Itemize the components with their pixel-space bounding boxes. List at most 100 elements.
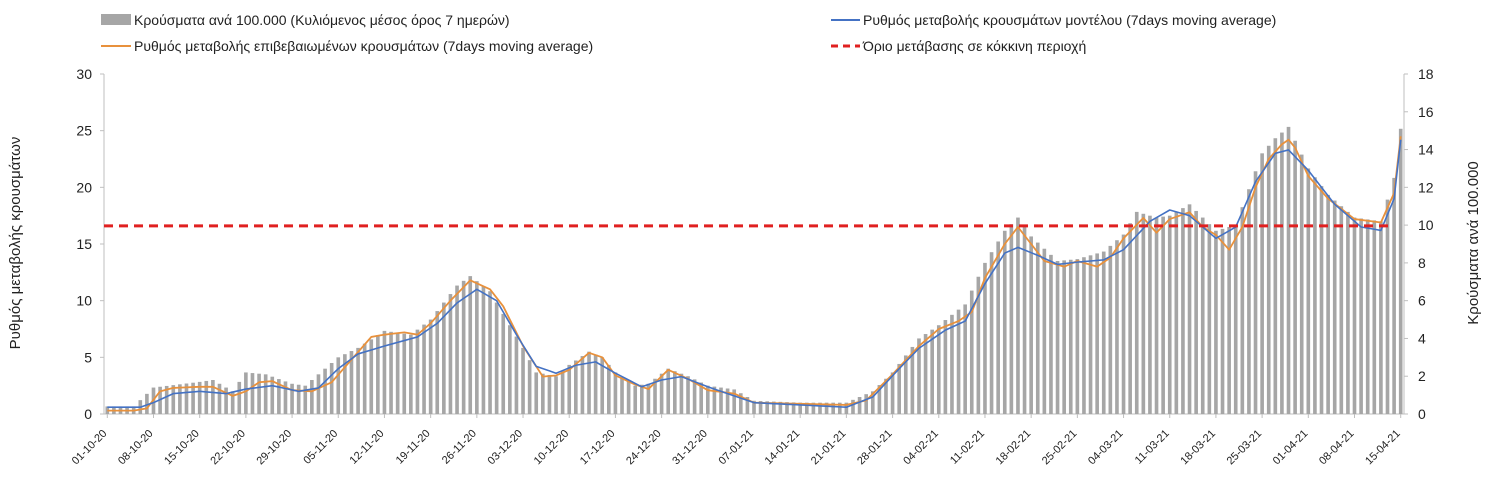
x-tick-label: 15-04-21 <box>1363 428 1403 468</box>
bar-cases <box>1154 217 1159 414</box>
bar-cases <box>316 374 321 414</box>
bar-cases <box>673 371 677 414</box>
bar-cases <box>910 346 915 414</box>
bar-cases <box>725 388 730 414</box>
bar-cases <box>468 276 473 414</box>
bar-cases <box>1029 236 1033 414</box>
bar-cases <box>818 402 822 414</box>
bar-cases <box>164 385 169 414</box>
line-confirmed-rate <box>107 136 1402 412</box>
bar-cases <box>422 324 426 414</box>
bar-cases <box>620 376 624 414</box>
legend-item-confirmed[interactable]: Ρυθμός μεταβολής επιβεβαιωμένων κρουσμάτ… <box>101 38 593 54</box>
legend-item-cases[interactable]: Κρούσματα ανά 100.000 (Κυλιόμενος μέσος … <box>101 12 510 28</box>
bar-cases <box>824 402 829 414</box>
bar-cases <box>1379 221 1383 414</box>
bar-cases <box>1148 215 1152 414</box>
y-tick-label-left: 5 <box>84 349 92 365</box>
bar-cases <box>461 280 466 414</box>
bar-cases <box>1062 260 1066 414</box>
bar-cases <box>257 373 261 414</box>
x-tick-label: 10-12-20 <box>532 428 572 468</box>
bar-cases <box>250 373 255 414</box>
x-tick-label: 04-03-21 <box>1086 428 1126 468</box>
bar-cases <box>521 347 525 414</box>
bar-cases <box>105 406 110 414</box>
bar-cases <box>580 356 585 414</box>
bar-cases <box>1187 204 1192 414</box>
bar-cases <box>851 399 855 414</box>
bar-cases <box>686 376 690 414</box>
bar-cases <box>527 360 532 414</box>
x-tick-label: 26-11-20 <box>440 428 479 467</box>
bar-cases <box>1128 223 1132 414</box>
x-tick-label: 08-04-21 <box>1317 428 1357 468</box>
bar-cases <box>1293 140 1297 415</box>
bar-cases <box>428 319 433 414</box>
x-tick-label: 28-01-21 <box>855 428 895 468</box>
y-tick-label-left: 20 <box>76 179 92 195</box>
legend-item-model[interactable]: Ρυθμός μεταβολής κρουσμάτων μοντέλου (7d… <box>831 12 1276 28</box>
bar-cases <box>145 393 149 414</box>
bar-cases <box>296 384 301 414</box>
bar-cases <box>877 385 882 414</box>
bar-cases <box>1332 200 1337 414</box>
x-tick-label: 04-02-21 <box>901 428 941 468</box>
bar-cases <box>600 357 605 414</box>
bar-cases <box>1352 217 1357 414</box>
bar-cases <box>1207 224 1212 414</box>
bar-cases <box>191 382 195 414</box>
bar-cases <box>230 391 235 414</box>
bar-cases <box>323 368 327 414</box>
bar-cases <box>1398 128 1403 414</box>
bar-cases <box>395 332 400 414</box>
bar-cases <box>534 372 539 414</box>
bar-cases <box>224 387 228 414</box>
bar-cases <box>211 380 215 414</box>
bar-cases <box>969 290 974 414</box>
y-tick-label-right: 14 <box>1418 142 1434 158</box>
bar-cases <box>329 363 334 414</box>
bar-cases <box>719 387 723 414</box>
x-tick-label: 07-01-21 <box>716 428 756 468</box>
bar-cases <box>765 401 770 414</box>
bar-cases <box>475 281 479 414</box>
x-tick-label: 29-10-20 <box>255 428 295 468</box>
bar-cases <box>613 372 618 414</box>
bar-cases <box>758 401 763 414</box>
y-tick-label-right: 16 <box>1418 104 1434 120</box>
bar-cases <box>903 355 908 414</box>
bar-cases <box>692 379 697 414</box>
bar-cases <box>653 378 657 414</box>
x-tick-label: 21-01-21 <box>809 428 849 468</box>
bar-cases <box>950 314 954 414</box>
x-tick-label: 31-12-20 <box>670 428 710 468</box>
legend-item-threshold[interactable]: Όριο μετάβασης σε κόκκινη περιοχή <box>831 38 1086 54</box>
bar-cases <box>455 285 459 414</box>
x-tick-label: 08-10-20 <box>116 428 156 468</box>
bar-cases <box>1009 224 1014 414</box>
bar-cases <box>560 370 565 414</box>
bar-cases <box>732 389 737 414</box>
bar-cases <box>811 402 816 414</box>
bar-cases <box>501 313 506 414</box>
bar-cases <box>1115 240 1119 414</box>
legend-label-threshold: Όριο μετάβασης σε κόκκινη περιοχή <box>862 38 1086 54</box>
bar-cases <box>547 374 552 414</box>
bar-cases <box>1227 227 1231 414</box>
x-tick-label: 25-03-21 <box>1225 428 1265 468</box>
bar-cases <box>1174 211 1179 414</box>
bar-cases <box>976 276 981 414</box>
bar-cases <box>666 368 671 414</box>
bar-cases <box>593 354 598 414</box>
y-axis-right-title: Κρούσματα ανά 100.000 <box>1465 161 1482 324</box>
x-tick-label: 14-01-21 <box>763 428 803 468</box>
bar-cases <box>996 241 1000 414</box>
bar-cases <box>402 333 407 414</box>
bar-cases <box>1326 194 1330 414</box>
bar-cases <box>1359 218 1363 414</box>
bar-cases <box>633 385 638 414</box>
bar-cases <box>435 311 440 414</box>
bar-cases <box>481 286 486 414</box>
